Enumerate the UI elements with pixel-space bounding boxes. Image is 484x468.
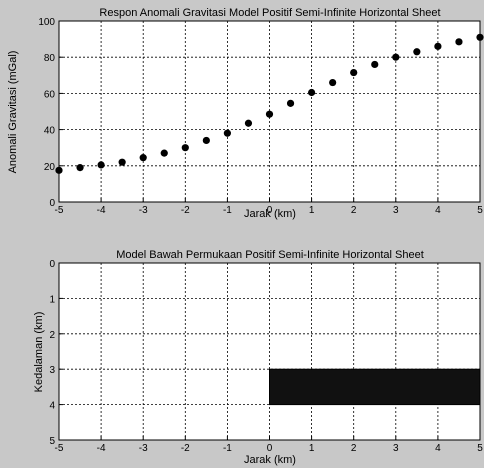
gravity-data-point [244,119,253,127]
subsurface-model-chart: -5 -4 -3 -2 -1 0 1 2 3 4 5 0 1 2 3 4 5 Model Bawah Perm… [33,249,483,466]
gravity-x-tick-label: 2 [351,205,357,216]
gravity-y-tick-label: 100 [38,17,55,28]
gravity-x-tick-label: -1 [223,205,232,216]
subsurface-y-tick-label: 3 [49,365,55,376]
gravity-x-axis-label: Jarak (km) [244,208,296,220]
gravity-data-point [202,136,210,145]
gravity-y-axis-label: Anomali Gravitasi (mGal) [7,51,19,174]
gravity-data-point [308,88,316,97]
subsurface-chart-title: Model Bawah Permukaan Positif Semi-Infin… [116,249,424,261]
gravity-y-ticks: 0 20 40 60 80 100 [38,17,63,209]
gravity-data-point [160,149,168,157]
gravity-y-tick-label: 0 [49,198,55,209]
subsurface-y-tick-label: 2 [49,330,55,341]
subsurface-x-tick-label: 1 [309,443,315,454]
gravity-x-tick-label: -3 [139,205,148,216]
gravity-x-ticks: -5 -4 -3 -2 -1 0 1 2 3 4 5 [55,198,483,216]
gravity-data-point [286,99,295,107]
gravity-x-tick-label: 3 [393,205,399,216]
subsurface-x-tick-label: 5 [477,443,483,454]
gravity-data-point [476,33,484,41]
gravity-data-point [392,53,400,61]
gravity-data-point [139,154,147,162]
gravity-y-tick-label: 60 [44,89,56,100]
subsurface-x-axis-label: Jarak (km) [244,454,296,466]
subsurface-y-tick-label: 5 [49,436,55,447]
gravity-x-tick-label: 1 [309,205,315,216]
subsurface-grid [59,263,480,440]
gravity-x-tick-label: -5 [55,205,64,216]
subsurface-x-tick-label: 3 [393,443,399,454]
gravity-points [55,33,484,174]
gravity-data-point [371,60,379,69]
subsurface-body [269,368,481,406]
subsurface-x-tick-label: -4 [97,443,106,454]
gravity-data-point [55,166,63,174]
gravity-data-point [434,42,442,50]
subsurface-x-ticks: -5 -4 -3 -2 -1 0 1 2 3 4 5 [55,436,483,454]
gravity-x-tick-label: 5 [477,205,483,216]
gravity-x-tick-label: 0 [267,205,273,216]
subsurface-x-tick-label: -2 [181,443,190,454]
subsurface-x-tick-label: 0 [267,443,273,454]
subsurface-x-tick-label: -1 [223,443,232,454]
gravity-chart-title: Respon Anomali Gravitasi Model Positif S… [99,7,440,19]
subsurface-x-tick-label: 4 [435,443,441,454]
gravity-y-tick-label: 80 [44,53,56,64]
gravity-response-chart: -5 -4 -3 -2 -1 0 1 2 3 4 5 0 20 40 60 80 100 Respon Ano… [7,7,484,220]
gravity-y-tick-label: 20 [44,162,56,173]
horizontal-sheet-body [269,368,481,406]
gravity-data-point [118,158,126,166]
subsurface-x-tick-label: -3 [139,443,148,454]
gravity-x-tick-label: -4 [97,205,106,216]
subsurface-y-tick-label: 4 [49,401,55,412]
subsurface-x-tick-label: -5 [55,443,64,454]
gravity-data-point [329,78,337,87]
subsurface-y-tick-label: 1 [49,294,55,305]
subsurface-y-ticks: 0 1 2 3 4 5 [49,259,63,447]
gravity-data-point [76,164,84,172]
gravity-data-point [455,38,463,46]
subsurface-x-tick-label: 2 [351,443,357,454]
gravity-data-point [265,110,274,118]
gravity-data-point [350,68,358,77]
gravity-y-tick-label: 40 [44,126,56,137]
gravity-data-point [97,161,105,169]
subsurface-y-axis-label: Kedalaman (km) [33,312,45,393]
gravity-data-point [181,144,189,152]
gravity-data-point [413,48,421,56]
subsurface-y-tick-label: 0 [49,259,55,270]
gravity-x-tick-label: -2 [181,205,190,216]
gravity-data-point [223,129,231,137]
gravity-x-tick-label: 4 [435,205,441,216]
